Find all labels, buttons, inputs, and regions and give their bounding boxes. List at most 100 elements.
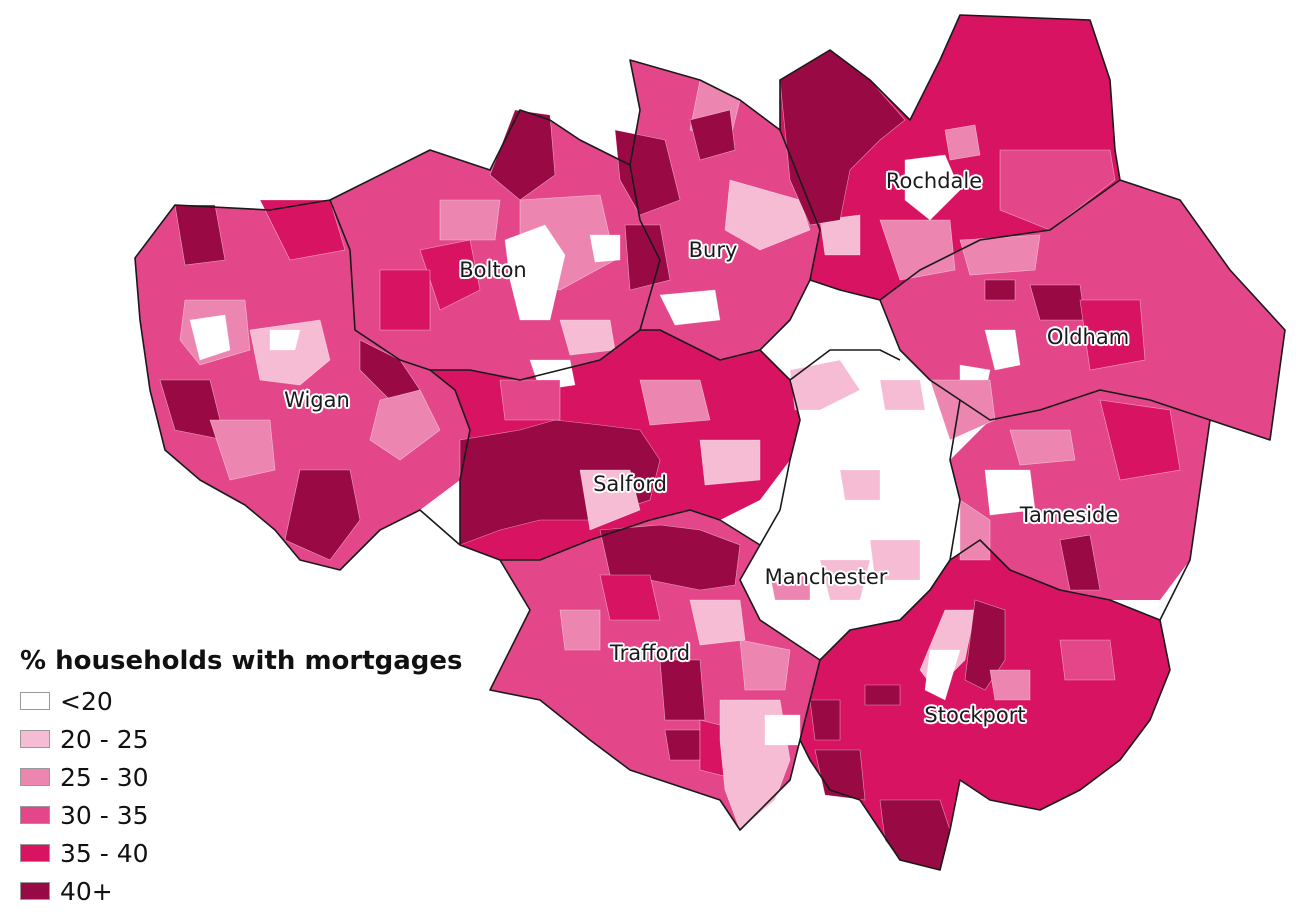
ward-area xyxy=(209,419,276,481)
ward-area xyxy=(1029,284,1086,321)
ward-area xyxy=(419,239,481,311)
legend-label: 20 - 25 xyxy=(60,724,149,754)
legend-swatch xyxy=(20,730,50,748)
ward-area xyxy=(379,269,431,331)
legend-label: 30 - 35 xyxy=(60,800,149,830)
borough-boundary xyxy=(809,179,1121,301)
legend-label: <20 xyxy=(60,686,113,716)
ward-area xyxy=(559,609,601,651)
ward-area xyxy=(989,669,1031,701)
borough-boundary xyxy=(799,659,821,741)
ward-area xyxy=(489,109,556,201)
town-label-manchester: Manchester xyxy=(764,565,888,589)
legend-swatch xyxy=(20,768,50,786)
legend-label: 25 - 30 xyxy=(60,762,149,792)
ward-area xyxy=(864,684,901,706)
town-label-rochdale: Rochdale xyxy=(885,169,983,193)
ward-area xyxy=(559,319,616,356)
ward-area xyxy=(439,199,501,241)
legend-swatch xyxy=(20,882,50,900)
ward-area xyxy=(499,379,561,421)
town-label-trafford: Trafford xyxy=(609,641,691,665)
borough-stockport xyxy=(800,540,1170,870)
ward-area xyxy=(624,224,671,291)
ward-area xyxy=(639,379,711,426)
borough-boundary xyxy=(789,349,901,381)
town-label-salford: Salford xyxy=(593,472,667,496)
legend-item: 25 - 30 xyxy=(20,758,463,796)
ward-area xyxy=(189,314,231,361)
borough-boundary xyxy=(879,299,1211,421)
borough-wigan xyxy=(135,200,470,570)
ward-area xyxy=(984,279,1016,301)
town-label-wigan: Wigan xyxy=(284,388,350,412)
ward-area xyxy=(924,649,961,701)
ward-area xyxy=(174,204,226,266)
ward-area xyxy=(984,469,1036,516)
legend-item: 20 - 25 xyxy=(20,720,463,758)
ward-area xyxy=(1009,429,1076,466)
ward-area xyxy=(809,699,841,741)
legend-title: % households with mortgages xyxy=(20,646,463,676)
ward-area xyxy=(269,329,301,351)
ward-area xyxy=(999,149,1116,231)
ward-area xyxy=(879,379,926,411)
ward-area xyxy=(879,799,951,871)
ward-area xyxy=(659,659,706,721)
map-legend: % households with mortgages <20 20 - 25 … xyxy=(20,646,463,910)
ward-area xyxy=(929,379,996,441)
ward-area xyxy=(1059,534,1101,591)
ward-area xyxy=(689,109,736,161)
ward-area xyxy=(664,729,701,761)
borough-boundary xyxy=(430,164,661,381)
borough-bury xyxy=(630,60,820,360)
ward-area xyxy=(614,129,681,216)
ward-area xyxy=(699,439,761,486)
ward-area xyxy=(1099,399,1181,481)
ward-area xyxy=(579,469,641,531)
town-label-stockport: Stockport xyxy=(924,703,1026,727)
legend-swatch xyxy=(20,692,50,710)
ward-area xyxy=(459,419,661,546)
ward-area xyxy=(1079,299,1146,371)
ward-area xyxy=(764,714,801,746)
ward-area xyxy=(769,574,811,601)
town-label-bolton: Bolton xyxy=(459,258,527,282)
ward-area xyxy=(959,499,991,561)
ward-area xyxy=(819,559,871,601)
legend-item: <20 xyxy=(20,682,463,720)
legend-swatch xyxy=(20,844,50,862)
ward-area xyxy=(879,219,956,281)
ward-area xyxy=(869,539,921,581)
borough-boundary xyxy=(949,539,1161,621)
legend-swatch xyxy=(20,806,50,824)
ward-area xyxy=(504,224,566,321)
legend-label: 35 - 40 xyxy=(60,838,149,868)
town-label-bury: Bury xyxy=(688,238,738,262)
town-label-oldham: Oldham xyxy=(1046,325,1130,349)
ward-area xyxy=(589,234,621,263)
borough-boundary xyxy=(739,399,961,661)
ward-area xyxy=(1059,639,1116,681)
ward-area xyxy=(789,359,861,411)
borough-boundary xyxy=(500,349,801,561)
ward-area xyxy=(984,329,1021,371)
ward-area xyxy=(739,639,791,691)
ward-area xyxy=(819,214,861,256)
ward-area xyxy=(839,469,881,501)
town-label-tameside: Tameside xyxy=(1019,503,1119,527)
legend-item: 35 - 40 xyxy=(20,834,463,872)
legend-item: 40+ xyxy=(20,872,463,910)
ward-area xyxy=(259,199,346,261)
ward-area xyxy=(659,289,721,326)
ward-area xyxy=(284,469,361,561)
ward-area xyxy=(944,124,981,161)
legend-label: 40+ xyxy=(60,876,113,906)
ward-area xyxy=(724,179,811,251)
ward-area xyxy=(689,599,746,646)
ward-area xyxy=(959,234,1041,276)
ward-area xyxy=(369,389,441,461)
ward-area xyxy=(904,154,961,221)
borough-boundary xyxy=(640,129,821,361)
